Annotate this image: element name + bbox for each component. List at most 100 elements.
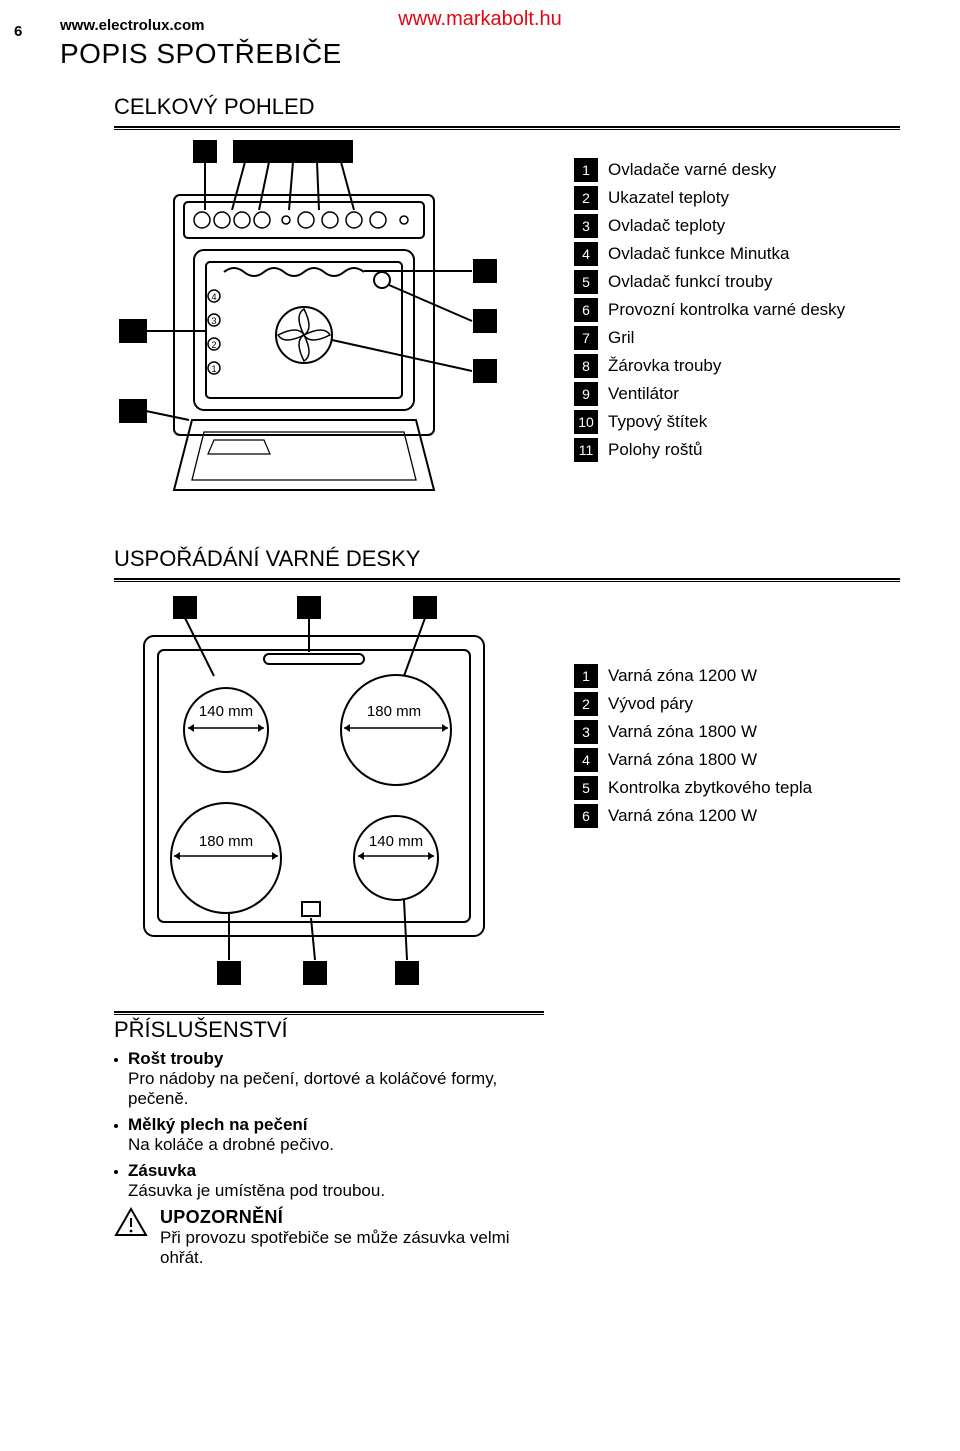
svg-text:6: 6 (225, 966, 232, 981)
legend-number-badge: 2 (574, 186, 598, 210)
legend-text: Polohy roštů (608, 440, 703, 460)
legend-text: Varná zóna 1200 W (608, 806, 757, 826)
legend-number-badge: 1 (574, 158, 598, 182)
legend-text: Ovladače varné desky (608, 160, 776, 180)
bullet-icon (114, 1170, 118, 1174)
svg-text:6: 6 (337, 144, 344, 159)
legend-number-badge: 6 (574, 804, 598, 828)
svg-text:2: 2 (305, 600, 312, 615)
legend-item: 7 Gril (574, 326, 900, 350)
legend-number-badge: 9 (574, 382, 598, 406)
legend-item: 1 Varná zóna 1200 W (574, 664, 900, 688)
svg-text:8: 8 (481, 314, 488, 329)
svg-text:5: 5 (313, 144, 320, 159)
hob-diagram: 1 2 3 140 mm 180 mm 180 mm 140 mm 6 5 4 (114, 596, 524, 1001)
legend-text: Ovladač teploty (608, 216, 725, 236)
legend-text: Typový štítek (608, 412, 707, 432)
legend-item: 1 Ovladače varné desky (574, 158, 900, 182)
legend-number-badge: 7 (574, 326, 598, 350)
legend-item: 10 Typový štítek (574, 410, 900, 434)
warning-icon (114, 1207, 148, 1237)
legend-item: 8 Žárovka trouby (574, 354, 900, 378)
legend-text: Varná zóna 1200 W (608, 666, 757, 686)
legend-item: 4 Varná zóna 1800 W (574, 748, 900, 772)
svg-text:140 mm: 140 mm (199, 703, 253, 720)
accessory-item: Rošt troubyPro nádoby na pečení, dortové… (114, 1049, 544, 1109)
legend-number-badge: 11 (574, 438, 598, 462)
legend-item: 4 Ovladač funkce Minutka (574, 242, 900, 266)
svg-text:3: 3 (211, 316, 216, 326)
legend-item: 6 Varná zóna 1200 W (574, 804, 900, 828)
accessory-item: ZásuvkaZásuvka je umístěna pod troubou. (114, 1161, 544, 1201)
legend-item: 5 Kontrolka zbytkového tepla (574, 776, 900, 800)
legend-item: 2 Vývod páry (574, 692, 900, 716)
svg-text:2: 2 (211, 340, 216, 350)
legend-text: Žárovka trouby (608, 356, 721, 376)
svg-text:180 mm: 180 mm (367, 703, 421, 720)
svg-text:3: 3 (265, 144, 272, 159)
legend-number-badge: 6 (574, 298, 598, 322)
divider-thin (114, 1014, 544, 1015)
svg-text:11: 11 (126, 324, 140, 339)
legend-number-badge: 3 (574, 720, 598, 744)
legend-text: Ukazatel teploty (608, 188, 729, 208)
bullet-icon (114, 1058, 118, 1062)
legend-item: 3 Varná zóna 1800 W (574, 720, 900, 744)
accessory-body: Zásuvka je umístěna pod troubou. (128, 1181, 544, 1201)
accessory-body: Pro nádoby na pečení, dortové a koláčové… (128, 1069, 544, 1109)
legend-number-badge: 5 (574, 776, 598, 800)
hob-legend: 1 Varná zóna 1200 W 2 Vývod páry 3 Varná zóna… (574, 596, 900, 832)
svg-text:4: 4 (211, 292, 216, 302)
legend-number-badge: 1 (574, 664, 598, 688)
svg-text:1: 1 (211, 364, 216, 374)
svg-text:3: 3 (421, 600, 428, 615)
section-accessories-title: PŘÍSLUŠENSTVÍ (114, 1017, 544, 1043)
legend-text: Ovladač funkce Minutka (608, 244, 789, 264)
legend-number-badge: 8 (574, 354, 598, 378)
svg-text:180 mm: 180 mm (199, 833, 253, 850)
legend-number-badge: 10 (574, 410, 598, 434)
oven-diagram: 1 2 3 4 5 6 (114, 140, 544, 520)
legend-number-badge: 4 (574, 242, 598, 266)
divider-thin (114, 581, 900, 582)
legend-item: 6 Provozní kontrolka varné desky (574, 298, 900, 322)
accessory-item: Mělký plech na pečeníNa koláče a drobné … (114, 1115, 544, 1155)
svg-text:2: 2 (241, 144, 248, 159)
svg-text:7: 7 (481, 264, 488, 279)
warning-text: Při provozu spotřebiče se může zásuvka v… (160, 1228, 544, 1268)
accessory-head: Mělký plech na pečení (128, 1115, 308, 1135)
accessory-head: Rošt trouby (128, 1049, 223, 1069)
svg-text:9: 9 (481, 364, 488, 379)
warning-block: UPOZORNĚNÍ Při provozu spotřebiče se můž… (114, 1207, 544, 1268)
divider (114, 126, 900, 128)
legend-number-badge: 4 (574, 748, 598, 772)
svg-text:10: 10 (126, 404, 140, 419)
divider (114, 1011, 544, 1013)
legend-text: Varná zóna 1800 W (608, 722, 757, 742)
warning-title: UPOZORNĚNÍ (160, 1207, 544, 1228)
legend-text: Ventilátor (608, 384, 679, 404)
legend-text: Ovladač funkcí trouby (608, 272, 772, 292)
svg-text:5: 5 (311, 966, 318, 981)
legend-item: 9 Ventilátor (574, 382, 900, 406)
section-overview-title: CELKOVÝ POHLED (114, 94, 900, 120)
bullet-icon (114, 1124, 118, 1128)
page-number: 6 (14, 23, 22, 40)
svg-text:1: 1 (201, 144, 208, 159)
divider-thin (114, 129, 900, 130)
section-hob-title: USPOŘÁDÁNÍ VARNÉ DESKY (114, 546, 900, 572)
svg-text:4: 4 (403, 966, 410, 981)
divider (114, 578, 900, 580)
legend-number-badge: 2 (574, 692, 598, 716)
legend-text: Varná zóna 1800 W (608, 750, 757, 770)
legend-item: 3 Ovladač teploty (574, 214, 900, 238)
brand-url: www.electrolux.com (60, 17, 900, 34)
accessory-body: Na koláče a drobné pečivo. (128, 1135, 544, 1155)
svg-text:4: 4 (289, 144, 296, 159)
legend-number-badge: 3 (574, 214, 598, 238)
legend-text: Kontrolka zbytkového tepla (608, 778, 812, 798)
legend-text: Provozní kontrolka varné desky (608, 300, 845, 320)
legend-text: Vývod páry (608, 694, 693, 714)
legend-text: Gril (608, 328, 634, 348)
accessory-head: Zásuvka (128, 1161, 196, 1181)
